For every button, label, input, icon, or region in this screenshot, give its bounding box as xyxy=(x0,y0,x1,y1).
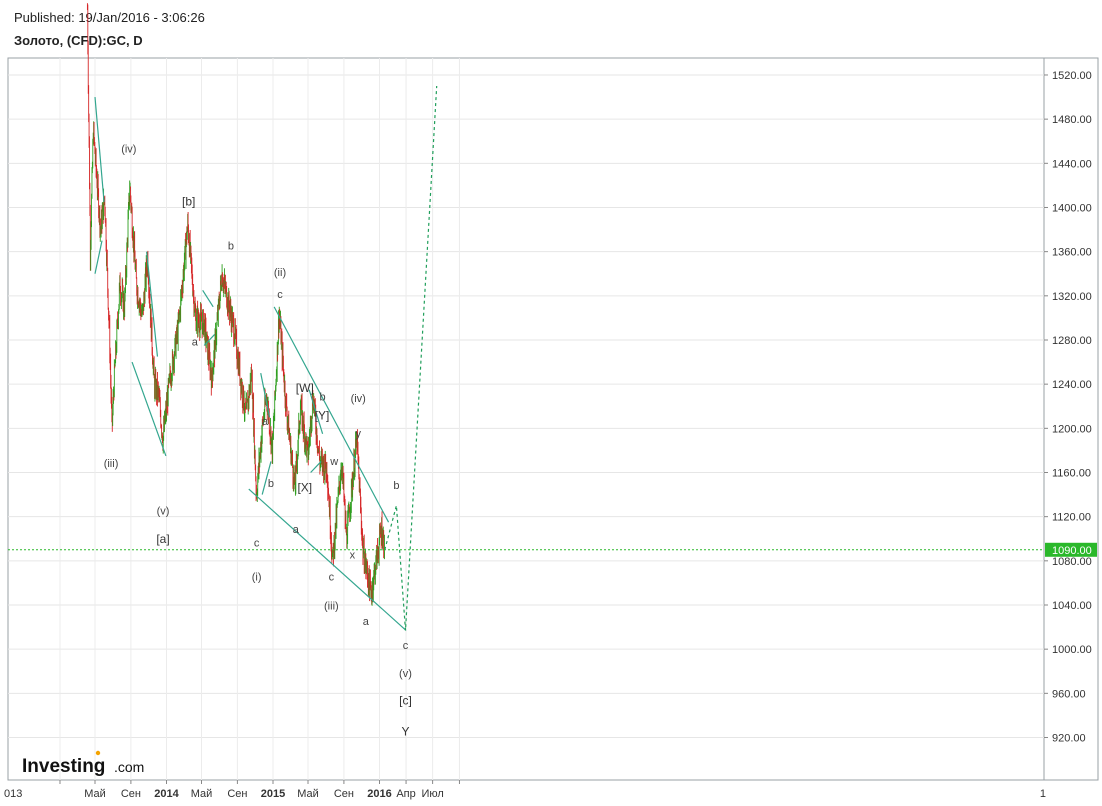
wave-label: y xyxy=(355,428,361,440)
trendlines xyxy=(94,97,407,631)
wave-label: (i) xyxy=(252,572,262,584)
wave-label: [Y] xyxy=(315,408,330,422)
x-tick-label: 1 xyxy=(1040,788,1046,800)
y-tick-label: 1280.00 xyxy=(1052,335,1092,347)
wave-label: c xyxy=(403,640,409,652)
wave-label: (iii) xyxy=(324,600,339,612)
wave-label: c xyxy=(277,289,283,301)
x-tick-label: Июл xyxy=(421,788,443,800)
investing-logo[interactable]: Investing .com xyxy=(22,750,144,777)
y-tick-label: 1520.00 xyxy=(1052,70,1092,82)
wave-label: b xyxy=(268,478,274,490)
wave-label: c xyxy=(329,572,335,584)
published-timestamp: Published: 19/Jan/2016 - 3:06:26 xyxy=(14,10,205,25)
trendline xyxy=(131,361,167,457)
wave-label: (iii) xyxy=(104,458,119,470)
y-tick-label: 1360.00 xyxy=(1052,247,1092,259)
trendline xyxy=(308,389,324,435)
projection xyxy=(384,85,438,631)
trendline xyxy=(248,488,407,631)
trendline xyxy=(273,306,390,523)
x-tick-label: Сен xyxy=(121,788,141,800)
wave-label: [a] xyxy=(156,532,169,546)
y-tick-label: 1120.00 xyxy=(1052,512,1091,524)
wave-label: [c] xyxy=(399,693,412,707)
wave-label: (iv) xyxy=(121,143,136,155)
trendline xyxy=(260,372,271,418)
x-tick-label: Апр xyxy=(396,788,415,800)
wave-label: Y xyxy=(401,724,409,738)
current-price-label: 1090.00 xyxy=(1052,545,1092,557)
trendline xyxy=(261,461,272,495)
y-tick-label: 960.00 xyxy=(1052,688,1086,700)
x-tick-label: 2014 xyxy=(154,788,179,800)
y-tick-label: 1000.00 xyxy=(1052,644,1092,656)
wave-label: (v) xyxy=(157,505,170,517)
y-tick-label: 920.00 xyxy=(1052,733,1086,745)
x-tick-label: 2016 xyxy=(367,788,391,800)
logo-name: Investing xyxy=(22,756,105,777)
x-tick-label: Май xyxy=(297,788,319,800)
wave-label: x xyxy=(350,550,356,562)
x-tick-label: 2015 xyxy=(261,788,285,800)
wave-label: [X] xyxy=(297,480,312,494)
logo-suffix: .com xyxy=(114,759,144,775)
wave-label: (v) xyxy=(399,668,412,680)
wave-label: [W] xyxy=(296,381,314,395)
wave-label: a xyxy=(293,524,300,536)
chart-title: Золото, (CFD):GC, D xyxy=(14,33,143,48)
wave-label: c xyxy=(254,537,260,549)
price-axis-frame xyxy=(1043,57,1099,781)
x-tick-label: 013 xyxy=(4,788,22,800)
wave-label: [b] xyxy=(182,194,195,208)
logo-dot xyxy=(95,750,101,756)
x-tick-label: Май xyxy=(84,788,106,800)
x-axis-ticks: 013 Май Сен 2014 Май Сен 2015 Май Сен 2016 Апр Июл 1 xyxy=(4,780,1046,800)
x-tick-label: Сен xyxy=(334,788,354,800)
current-price: 1090.00 xyxy=(8,542,1097,557)
wave-label: (iv) xyxy=(351,393,366,405)
projection-path xyxy=(384,85,438,631)
x-tick-label: Сен xyxy=(227,788,247,800)
y-tick-label: 1040.00 xyxy=(1052,600,1092,612)
wave-label: b xyxy=(228,240,234,252)
wave-label: (ii) xyxy=(274,267,286,279)
x-tick-label: Май xyxy=(191,788,213,800)
wave-label: a xyxy=(192,337,199,349)
y-tick-label: 1320.00 xyxy=(1052,291,1092,303)
y-tick-label: 1480.00 xyxy=(1052,114,1092,126)
wave-label: a xyxy=(363,616,370,628)
trendline xyxy=(146,251,159,357)
y-axis-ticks: 1520.00 1480.00 1440.00 1400.00 1360.00 1320.… xyxy=(1044,70,1092,745)
trendline xyxy=(202,289,214,308)
y-tick-label: 1440.00 xyxy=(1052,158,1092,170)
y-tick-label: 1200.00 xyxy=(1052,423,1092,435)
y-tick-label: 1240.00 xyxy=(1052,379,1092,391)
y-tick-label: 1400.00 xyxy=(1052,202,1092,214)
wave-label: a xyxy=(262,416,269,428)
trendline xyxy=(94,240,103,274)
trendline xyxy=(203,334,216,346)
wave-labels: (iv) (iii) (v) [a] [b] a b (ii) c c (i) a b a [W] b [Y] [… xyxy=(104,143,412,738)
current-price-badge xyxy=(1045,542,1097,557)
y-tick-label: 1160.00 xyxy=(1052,467,1091,479)
wave-label: b xyxy=(393,480,399,492)
wave-label: b xyxy=(320,392,326,404)
trendline xyxy=(94,97,105,203)
candles xyxy=(86,3,385,606)
wave-label: w xyxy=(329,456,338,468)
y-tick-label: 1080.00 xyxy=(1052,556,1092,568)
trendline xyxy=(310,461,322,473)
